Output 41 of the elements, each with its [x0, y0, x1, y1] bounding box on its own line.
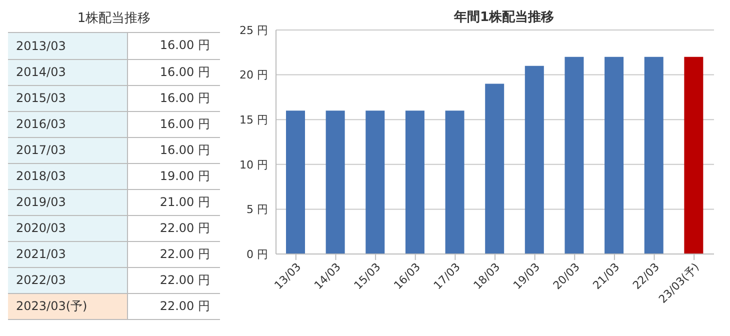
bar [604, 56, 624, 254]
data-label: 16.00 円 [128, 59, 220, 85]
category-label: 2021/03 [8, 241, 128, 267]
category-label: 2017/03 [8, 137, 128, 163]
bar [286, 110, 305, 254]
chart-title: 年間1株配当推移 [452, 9, 556, 25]
y-tick-label: 5 円 [246, 203, 268, 216]
data-label: 21.00 円 [128, 189, 220, 215]
data-label: 16.00 円 [128, 111, 220, 137]
data-label: 16.00 円 [128, 85, 220, 111]
bar [366, 110, 385, 254]
category-label: 2015/03 [8, 85, 128, 111]
data-label: 16.00 円 [128, 33, 220, 59]
category-label: 2014/03 [8, 59, 128, 85]
bar [524, 66, 544, 254]
data-label: 22.00 円 [128, 293, 220, 319]
category-label: 2023/03(予) [8, 293, 128, 319]
category-label: 2022/03 [8, 267, 128, 293]
bar [485, 84, 504, 254]
y-tick-label: 10 円 [240, 158, 268, 172]
y-tick-label: 15 円 [240, 114, 268, 127]
y-tick-label: 20 円 [240, 68, 268, 82]
data-label: 22.00 円 [128, 241, 220, 267]
category-label: 2019/03 [8, 189, 128, 215]
bar [644, 56, 664, 254]
category-label: 2018/03 [8, 163, 128, 189]
bar [564, 56, 584, 254]
y-tick-label: 0 円 [246, 248, 268, 261]
bar [684, 56, 704, 254]
category-label: 2013/03 [8, 33, 128, 59]
bar [326, 110, 345, 254]
text: 1株配当推移 [8, 8, 220, 33]
y-tick-label: 25 円 [240, 24, 268, 37]
data-label: 22.00 円 [128, 215, 220, 241]
bar [445, 110, 464, 254]
category-label: 2020/03 [8, 215, 128, 241]
data-label: 16.00 円 [128, 137, 220, 163]
data-label: 19.00 円 [128, 163, 220, 189]
bar [405, 110, 424, 254]
category-label: 2016/03 [8, 111, 128, 137]
data-label: 22.00 円 [128, 267, 220, 293]
